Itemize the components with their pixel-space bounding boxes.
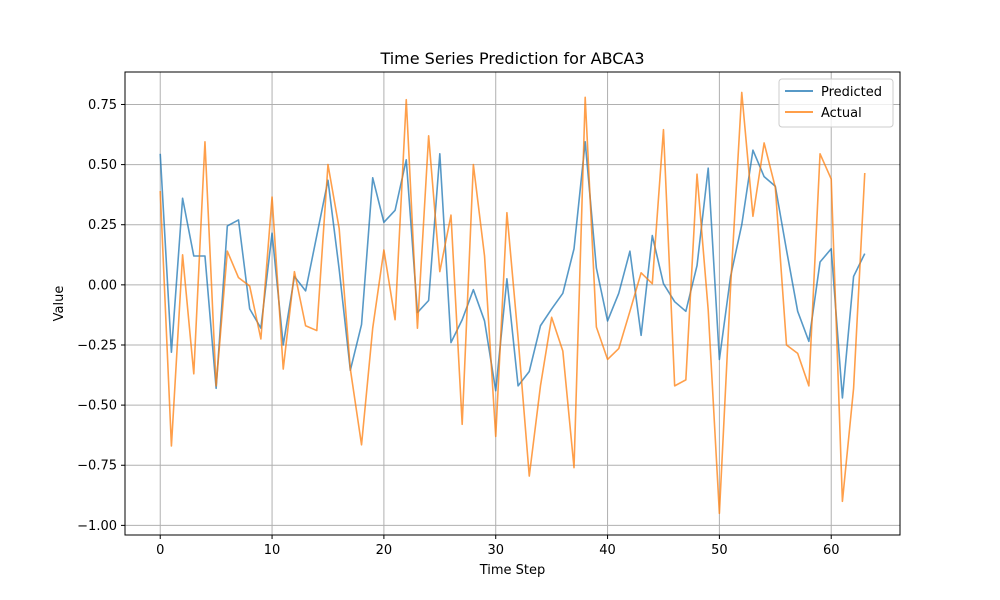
x-tick-label: 40 xyxy=(599,543,616,558)
series-line-actual xyxy=(159,91,866,515)
chart-title: Time Series Prediction for ABCA3 xyxy=(379,49,644,68)
y-tick-label: −1.00 xyxy=(77,519,117,534)
x-tick-label: 10 xyxy=(264,543,281,558)
y-tick-label: 0.75 xyxy=(88,98,117,113)
y-tick-label: 0.00 xyxy=(88,278,117,293)
y-tick-label: −0.50 xyxy=(77,399,117,414)
x-tick-label: 30 xyxy=(487,543,504,558)
x-tick-label: 20 xyxy=(376,543,393,558)
y-axis-ticks: −1.00 −0.75 −0.50 −0.25 0.00 0.25 0.50 0.75 xyxy=(77,98,125,534)
legend-label-actual: Actual xyxy=(821,106,862,121)
x-tick-label: 60 xyxy=(823,543,840,558)
series-layer xyxy=(159,91,866,515)
x-axis-ticks: 0 10 20 30 40 50 60 xyxy=(156,535,839,558)
plot-area-frame xyxy=(124,71,901,536)
y-axis-label: Value xyxy=(52,286,67,322)
grid-lines xyxy=(125,72,900,535)
x-tick-label: 50 xyxy=(711,543,728,558)
legend: Predicted Actual xyxy=(778,78,894,128)
legend-label-predicted: Predicted xyxy=(821,85,882,100)
y-tick-label: 0.25 xyxy=(88,218,117,233)
y-tick-label: −0.25 xyxy=(77,338,117,353)
x-tick-label: 0 xyxy=(156,543,164,558)
y-tick-label: −0.75 xyxy=(77,459,117,474)
y-tick-label: 0.50 xyxy=(88,158,117,173)
x-axis-label: Time Step xyxy=(479,563,546,578)
